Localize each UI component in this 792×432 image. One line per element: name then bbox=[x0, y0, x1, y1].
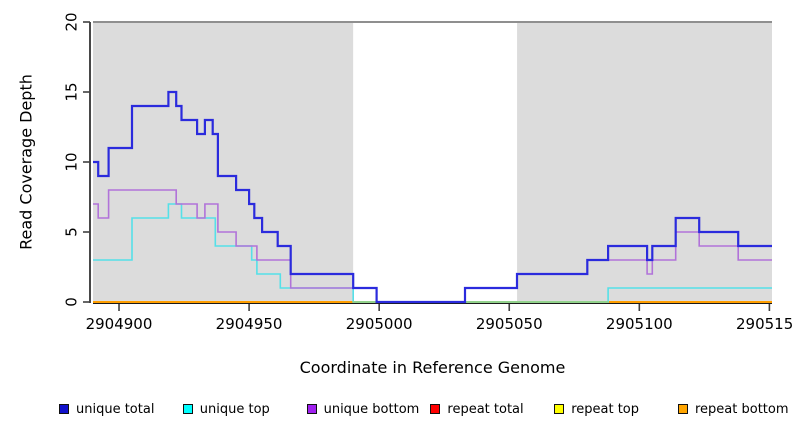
legend-item-repeat-bottom: repeat bottom bbox=[678, 401, 789, 417]
x-tick-label: 2905000 bbox=[346, 315, 413, 333]
x-tick-label: 2904900 bbox=[86, 315, 153, 333]
x-tick-label: 2904950 bbox=[216, 315, 283, 333]
x-tick-label: 2905150 bbox=[736, 315, 792, 333]
legend-label: unique bottom bbox=[323, 401, 420, 417]
legend-swatch-unique-total bbox=[59, 404, 69, 414]
series-unique-bottom-line bbox=[93, 189, 772, 303]
legend-swatch-unique-top bbox=[182, 404, 193, 414]
x-tick-label: 2905050 bbox=[476, 315, 543, 333]
series-unique-top-line bbox=[93, 203, 772, 303]
shaded-region-1 bbox=[93, 22, 354, 302]
legend: unique total unique top unique bottom repea… bbox=[0, 401, 792, 423]
shaded-region-2 bbox=[517, 22, 772, 302]
legend-label: unique total bbox=[76, 401, 155, 417]
y-tick-label: 20 bbox=[63, 12, 81, 31]
legend-swatch-repeat-top bbox=[554, 404, 565, 414]
coverage-plot: 0 5 10 15 20 2904900 2904950 2905000 2905050 2905… bbox=[63, 12, 792, 333]
series-unique-total-line bbox=[93, 90, 772, 304]
x-tick-label: 2905100 bbox=[606, 315, 673, 333]
legend-item-repeat-total: repeat total bbox=[430, 401, 524, 417]
legend-item-unique-total: unique total bbox=[59, 401, 154, 417]
y-tick-label: 0 bbox=[63, 297, 81, 307]
legend-swatch-repeat-bottom bbox=[678, 404, 688, 414]
legend-item-repeat-top: repeat top bbox=[554, 401, 639, 417]
x-axis-label: Coordinate in Reference Genome bbox=[299, 358, 566, 377]
legend-label: unique top bbox=[199, 401, 270, 417]
legend-item-unique-bottom: unique bottom bbox=[306, 401, 420, 417]
y-tick-label: 5 bbox=[63, 227, 81, 237]
legend-label: repeat top bbox=[571, 401, 639, 417]
y-tick-label: 15 bbox=[63, 82, 81, 101]
legend-swatch-repeat-total bbox=[430, 404, 441, 414]
legend-label: repeat bottom bbox=[695, 401, 789, 417]
y-axis-label: Read Coverage Depth bbox=[16, 74, 36, 250]
y-tick-label: 10 bbox=[63, 152, 81, 171]
legend-swatch-unique-bottom bbox=[306, 404, 317, 414]
legend-item-unique-top: unique top bbox=[182, 401, 270, 417]
legend-label: repeat total bbox=[447, 401, 524, 417]
